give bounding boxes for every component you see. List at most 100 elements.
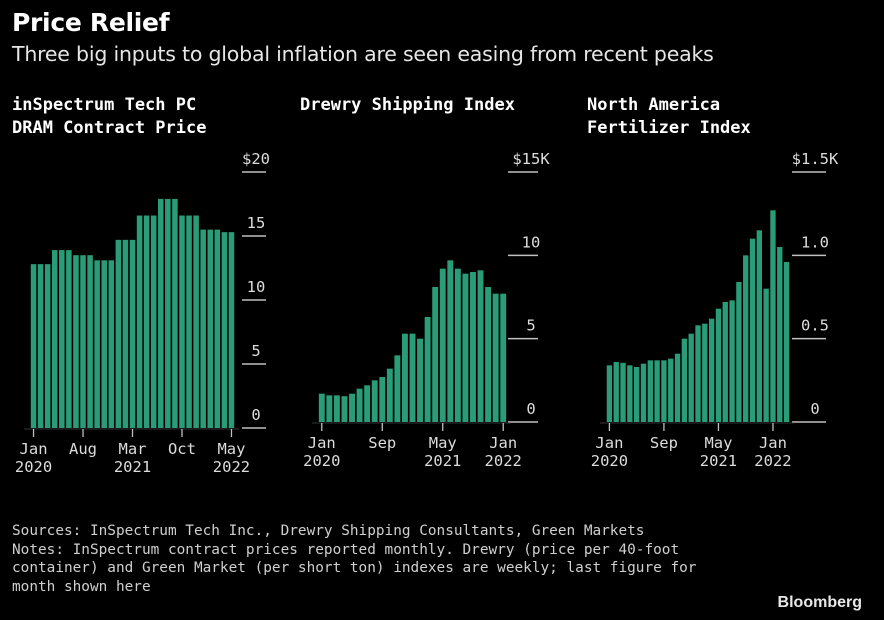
bar [492, 293, 499, 422]
bar [640, 363, 647, 422]
chart-title: Price Relief [12, 8, 170, 37]
bar [688, 333, 694, 422]
x-tick-label: Jan [489, 434, 517, 452]
bar [695, 325, 701, 422]
x-tick-label: Oct [168, 440, 196, 458]
bar [87, 255, 93, 428]
x-tick-label: Jan [308, 434, 336, 452]
bar [66, 250, 72, 428]
y-tick-label: 0.5 [801, 317, 829, 335]
bar [394, 355, 401, 422]
bar [207, 229, 214, 428]
shipping-title-line-1: Drewry Shipping Index [300, 95, 515, 115]
bar [401, 333, 408, 422]
bar [214, 229, 221, 428]
x-tick-year-label: 2022 [213, 458, 250, 476]
y-tick-label: 15 [247, 214, 266, 232]
bar [356, 388, 363, 422]
bar [447, 260, 454, 422]
x-tick-year-label: 2022 [485, 452, 522, 470]
y-tick-label: 0 [810, 400, 819, 418]
bar [749, 238, 756, 422]
bar [115, 239, 122, 428]
bar [681, 338, 688, 422]
fertilizer-title-line-1: North America [587, 95, 721, 115]
bar [674, 353, 681, 422]
bar [409, 333, 416, 422]
x-tick-label: Sep [368, 434, 396, 452]
footer-notes: Sources: InSpectrum Tech Inc., Drewry Sh… [12, 522, 752, 596]
y-tick-label: 1.0 [801, 233, 829, 251]
x-tick-label: Mar [119, 440, 147, 458]
bar [200, 229, 206, 428]
y-tick-label: 0 [526, 400, 535, 418]
bar [634, 367, 640, 422]
bar [763, 288, 769, 422]
x-tick-year-label: 2020 [15, 458, 52, 476]
bar [743, 255, 749, 422]
x-tick-year-label: 2020 [303, 452, 340, 470]
bar [424, 317, 431, 422]
bar [613, 362, 619, 422]
bar [668, 358, 674, 422]
bar [647, 360, 653, 422]
bar [462, 273, 469, 422]
notes-line-2: container) and Green Market (per short t… [12, 560, 697, 576]
bar [661, 360, 667, 422]
bar [470, 272, 476, 422]
x-tick-label: May [704, 434, 732, 452]
x-tick-year-label: 2020 [591, 452, 628, 470]
bar [654, 360, 660, 422]
bar [620, 362, 626, 422]
bar [371, 380, 378, 422]
x-tick-label: May [429, 434, 457, 452]
bar [606, 365, 613, 422]
chart-subtitle: Three big inputs to global inflation are… [12, 42, 714, 66]
bar [318, 393, 325, 422]
bar [108, 260, 115, 428]
bar [150, 215, 157, 428]
bar [627, 365, 633, 422]
bar [73, 255, 79, 428]
dram-title-line-1: inSpectrum Tech PC [12, 95, 197, 115]
x-tick-label: Jan [20, 440, 48, 458]
x-tick-year-label: 2021 [700, 452, 737, 470]
bar [59, 250, 65, 428]
y-tick-label: 0 [251, 406, 260, 424]
bar [722, 302, 728, 422]
bar [228, 232, 235, 428]
y-tick-label: $20 [242, 150, 270, 168]
bar [51, 250, 58, 428]
bar [193, 215, 199, 428]
bar [122, 239, 129, 428]
bar [94, 260, 100, 428]
bar [777, 247, 783, 422]
bar [101, 260, 107, 428]
bar [186, 215, 192, 428]
bloomberg-logo: Bloomberg [777, 594, 862, 611]
bar [179, 215, 185, 428]
bar [326, 395, 333, 422]
x-tick-label: Jan [759, 434, 787, 452]
bar [454, 268, 461, 422]
bar [439, 268, 446, 422]
y-tick-label: 5 [526, 317, 535, 335]
bar [708, 318, 715, 422]
notes-line-1: Notes: InSpectrum contract prices report… [12, 541, 680, 558]
fertilizer-title-line-2: Fertilizer Index [587, 118, 751, 138]
bar [364, 385, 371, 422]
x-tick-year-label: 2021 [424, 452, 461, 470]
bar [158, 198, 164, 428]
bar [417, 338, 424, 422]
bar [783, 262, 790, 422]
fertilizer-panel-title: North America Fertilizer Index [587, 94, 751, 140]
bar [715, 308, 722, 422]
bar [333, 395, 340, 422]
bar [477, 270, 484, 422]
bar [770, 210, 776, 422]
dram-panel-title: inSpectrum Tech PC DRAM Contract Price [12, 94, 206, 140]
